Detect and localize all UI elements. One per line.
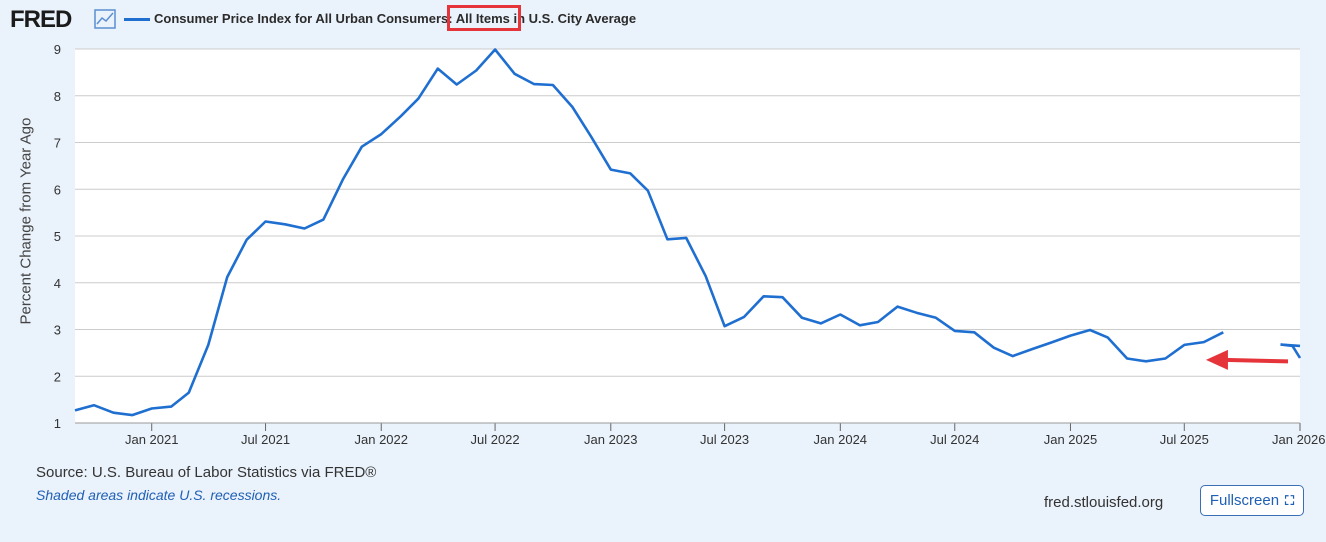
x-tick-label: Jan 2021 [125,432,179,447]
fullscreen-label: Fullscreen [1209,492,1280,509]
x-tick-label: Jul 2023 [700,432,749,447]
x-tick-label: Jan 2024 [814,432,868,447]
series-line [74,48,1224,417]
line-chart-icon [94,9,116,29]
legend-line-marker [124,18,150,21]
x-tick-label: Jul 2024 [930,432,979,447]
x-tick-label: Jan 2025 [1044,432,1098,447]
y-tick-label: 6 [54,182,61,197]
x-tick-label: Jul 2021 [241,432,290,447]
x-tick-label: Jul 2025 [1160,432,1209,447]
y-tick-label: 2 [54,369,61,384]
y-tick-label: 9 [54,42,61,57]
series-title[interactable]: Consumer Price Index for All Urban Consu… [154,11,637,26]
highlight-box-annotation [447,5,521,31]
y-tick-label: 7 [54,136,61,151]
y-tick-label: 1 [54,416,61,431]
recession-note[interactable]: Shaded areas indicate U.S. recessions. [36,487,282,503]
site-link[interactable]: fred.stlouisfed.org [1044,494,1164,511]
series-line [1280,343,1302,359]
red-arrow-shaft [1223,357,1289,364]
x-tick-label: Jan 2022 [355,432,409,447]
y-tick-label: 8 [54,89,61,104]
y-tick-label: 3 [54,323,61,338]
x-tick-label: Jul 2022 [470,432,519,447]
y-tick-label: 5 [54,229,61,244]
source-text: Source: U.S. Bureau of Labor Statistics … [36,464,377,481]
x-tick-label: Jan 2023 [584,432,638,447]
fred-logo[interactable]: FRED [10,6,72,33]
y-tick-label: 4 [54,276,61,291]
red-arrow-head [1205,349,1228,370]
expand-icon: ⛶ [1285,492,1295,508]
x-tick-label: Jan 2026 [1272,432,1326,447]
fullscreen-button[interactable]: Fullscreen ⛶ [1200,485,1304,516]
